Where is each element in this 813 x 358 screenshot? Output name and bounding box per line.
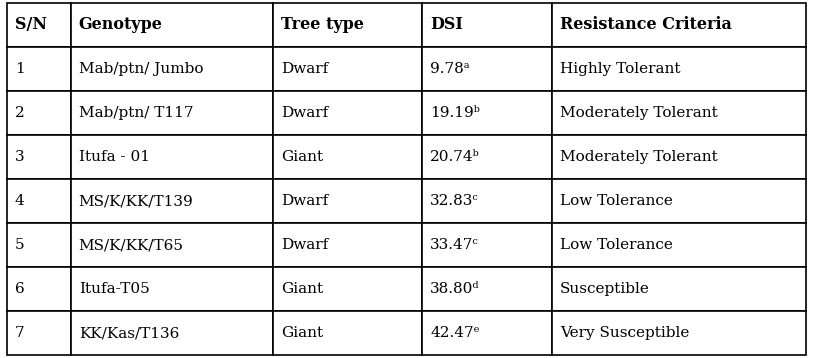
Text: KK/Kas/T136: KK/Kas/T136: [79, 326, 179, 340]
Text: 2: 2: [15, 106, 24, 120]
Text: Moderately Tolerant: Moderately Tolerant: [560, 106, 718, 120]
Text: 38.80ᵈ: 38.80ᵈ: [430, 282, 480, 296]
Text: Itufa-T05: Itufa-T05: [79, 282, 150, 296]
Text: 20.74ᵇ: 20.74ᵇ: [430, 150, 480, 164]
Bar: [71, 91, 273, 135]
Bar: [422, 311, 552, 355]
Text: Highly Tolerant: Highly Tolerant: [560, 62, 680, 76]
Text: Dwarf: Dwarf: [281, 62, 328, 76]
Text: Mab/ptn/ Jumbo: Mab/ptn/ Jumbo: [79, 62, 203, 76]
Bar: [552, 47, 806, 91]
Bar: [71, 135, 273, 179]
Bar: [422, 179, 552, 223]
Bar: [7, 223, 71, 267]
Bar: [7, 91, 71, 135]
Bar: [7, 47, 71, 91]
Bar: [7, 3, 71, 47]
Bar: [422, 3, 552, 47]
Text: S/N: S/N: [15, 16, 46, 33]
Text: Very Susceptible: Very Susceptible: [560, 326, 689, 340]
Bar: [552, 179, 806, 223]
Text: 42.47ᵉ: 42.47ᵉ: [430, 326, 480, 340]
Bar: [552, 223, 806, 267]
Bar: [7, 311, 71, 355]
Bar: [71, 311, 273, 355]
Text: Tree type: Tree type: [281, 16, 364, 33]
Bar: [7, 135, 71, 179]
Text: Susceptible: Susceptible: [560, 282, 650, 296]
Text: MS/K/KK/T65: MS/K/KK/T65: [79, 238, 184, 252]
Bar: [552, 135, 806, 179]
Bar: [422, 47, 552, 91]
Bar: [71, 3, 273, 47]
Text: Low Tolerance: Low Tolerance: [560, 238, 673, 252]
Text: Giant: Giant: [281, 282, 324, 296]
Bar: [71, 267, 273, 311]
Text: Giant: Giant: [281, 326, 324, 340]
Text: 6: 6: [15, 282, 24, 296]
Text: 4: 4: [15, 194, 24, 208]
Text: Dwarf: Dwarf: [281, 106, 328, 120]
Text: 5: 5: [15, 238, 24, 252]
Text: Dwarf: Dwarf: [281, 194, 328, 208]
Text: 7: 7: [15, 326, 24, 340]
Text: Resistance Criteria: Resistance Criteria: [560, 16, 732, 33]
Bar: [71, 47, 273, 91]
Bar: [273, 3, 422, 47]
Bar: [7, 179, 71, 223]
Text: Giant: Giant: [281, 150, 324, 164]
Bar: [71, 179, 273, 223]
Bar: [422, 91, 552, 135]
Bar: [552, 3, 806, 47]
Bar: [552, 267, 806, 311]
Bar: [422, 223, 552, 267]
Bar: [422, 135, 552, 179]
Text: Dwarf: Dwarf: [281, 238, 328, 252]
Bar: [273, 223, 422, 267]
Bar: [7, 267, 71, 311]
Text: 1: 1: [15, 62, 24, 76]
Bar: [71, 223, 273, 267]
Bar: [273, 47, 422, 91]
Text: Itufa - 01: Itufa - 01: [79, 150, 150, 164]
Bar: [273, 267, 422, 311]
Text: Mab/ptn/ T117: Mab/ptn/ T117: [79, 106, 193, 120]
Bar: [552, 311, 806, 355]
Text: Moderately Tolerant: Moderately Tolerant: [560, 150, 718, 164]
Text: 9.78ᵃ: 9.78ᵃ: [430, 62, 470, 76]
Text: 3: 3: [15, 150, 24, 164]
Text: 33.47ᶜ: 33.47ᶜ: [430, 238, 479, 252]
Text: 32.83ᶜ: 32.83ᶜ: [430, 194, 479, 208]
Bar: [552, 91, 806, 135]
Text: Genotype: Genotype: [79, 16, 163, 33]
Text: 19.19ᵇ: 19.19ᵇ: [430, 106, 480, 120]
Bar: [273, 311, 422, 355]
Text: MS/K/KK/T139: MS/K/KK/T139: [79, 194, 193, 208]
Bar: [273, 135, 422, 179]
Bar: [422, 267, 552, 311]
Text: Low Tolerance: Low Tolerance: [560, 194, 673, 208]
Text: DSI: DSI: [430, 16, 463, 33]
Bar: [273, 179, 422, 223]
Bar: [273, 91, 422, 135]
